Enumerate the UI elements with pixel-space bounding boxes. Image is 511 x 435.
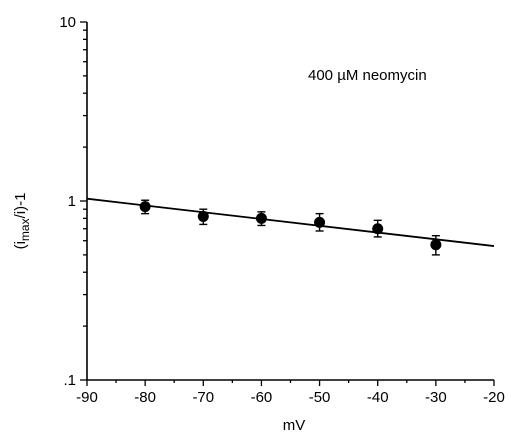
data-point bbox=[314, 216, 326, 228]
x-ticks: -90 -80 -70 -60 -50 -40 -30 -20 bbox=[76, 380, 505, 406]
data-points bbox=[139, 199, 442, 256]
plot-area: -90 -80 -70 -60 -50 -40 -30 -20 .1 1 10 bbox=[59, 14, 505, 406]
y-tick-label: 1 bbox=[68, 193, 76, 210]
fit-line bbox=[86, 197, 495, 247]
x-tick-label: -70 bbox=[192, 389, 214, 406]
annotation: 400 µM neomycin bbox=[308, 67, 427, 84]
x-axis-title: mV bbox=[283, 417, 306, 434]
x-tick-label: -50 bbox=[309, 389, 331, 406]
data-point bbox=[197, 210, 209, 222]
y-axis-title: (imax/i)-1 bbox=[12, 193, 32, 250]
y-tick-label: 10 bbox=[59, 14, 76, 31]
data-point bbox=[139, 201, 151, 213]
x-tick-label: -60 bbox=[251, 389, 273, 406]
x-tick-label: -90 bbox=[76, 389, 98, 406]
x-tick-label: -40 bbox=[367, 389, 389, 406]
y-axis-title-sub: max bbox=[18, 218, 32, 241]
data-point bbox=[255, 212, 267, 224]
data-point bbox=[430, 239, 442, 251]
x-tick-label: -30 bbox=[425, 389, 447, 406]
x-tick-label: -80 bbox=[134, 389, 156, 406]
y-axis-title-tail: /i)-1 bbox=[12, 193, 29, 219]
y-axis-title-main: (i bbox=[12, 241, 29, 249]
y-ticks: .1 1 10 bbox=[59, 14, 87, 389]
data-point bbox=[372, 223, 384, 235]
y-tick-label: .1 bbox=[63, 372, 76, 389]
x-tick-label: -20 bbox=[483, 389, 505, 406]
